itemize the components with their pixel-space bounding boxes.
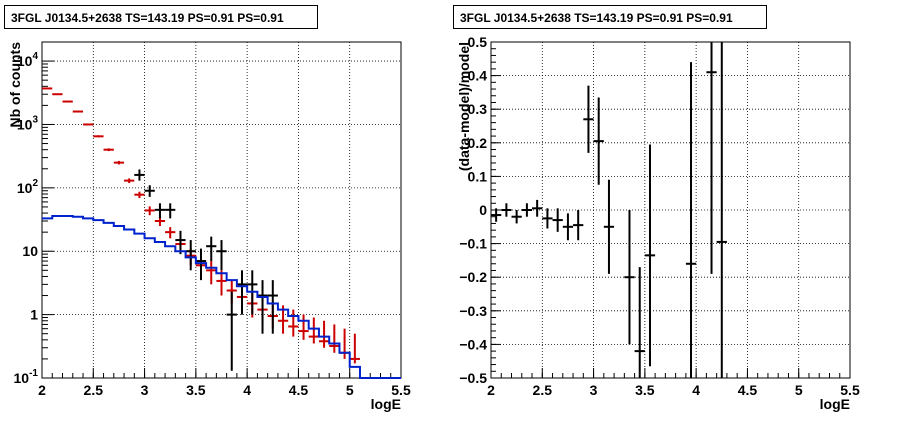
right-plot-title: 3FGL J0134.5+2638 TS=143.19 PS=0.91 PS=0…	[453, 5, 767, 29]
residual-point	[603, 179, 615, 274]
left-x-tick-label: 5.5	[391, 382, 411, 398]
right-y-tick-label: −0.1	[459, 236, 487, 252]
data-count-point	[195, 248, 207, 281]
model-count-point	[298, 314, 309, 340]
data-count-point	[134, 169, 145, 181]
left-x-tick-label: 2	[38, 382, 46, 398]
model-count-point	[165, 227, 176, 239]
right-x-tick-label: 5.5	[840, 382, 860, 398]
data-count-point	[144, 185, 155, 197]
residual-point	[552, 208, 563, 232]
right-y-tick-label: −0.4	[459, 336, 487, 352]
model-count-point	[134, 191, 145, 199]
model-count-point	[62, 100, 73, 103]
residual-point	[644, 144, 656, 367]
right-x-tick-label: 4	[692, 382, 700, 398]
residual-point	[634, 267, 645, 378]
data-count-point	[216, 240, 227, 271]
residual-point	[624, 210, 635, 345]
right-y-axis-label: (data-model)/model	[456, 42, 472, 171]
data-count-point	[206, 236, 217, 262]
left-x-tick-label: 4.5	[289, 382, 309, 398]
data-count-point	[154, 203, 166, 219]
data-count-point	[236, 270, 248, 315]
model-count-point	[288, 309, 299, 337]
model-count-point	[52, 93, 63, 96]
left-plot-frame	[41, 41, 402, 379]
left-y-axis-label: Nb of counts	[7, 42, 23, 128]
left-y-tick-label: 104	[17, 51, 39, 69]
right-x-tick-label: 4.5	[738, 382, 758, 398]
left-y-tick-label: 1	[30, 307, 38, 323]
right-y-tick-label: −0.5	[459, 370, 487, 386]
data-count-point	[165, 203, 176, 219]
left-x-tick-label: 5	[346, 382, 354, 398]
right-y-tick-label: −0.2	[459, 269, 487, 285]
right-y-tick-label: 0.4	[468, 68, 488, 84]
data-count-point	[257, 280, 268, 334]
right-y-tick-label: 0.3	[468, 101, 488, 117]
model-count-point	[349, 333, 360, 364]
residual-point	[685, 62, 697, 378]
model-count-point	[206, 261, 217, 285]
left-y-tick-label: 10-1	[14, 368, 39, 386]
residual-point	[716, 42, 727, 378]
residual-point	[706, 42, 717, 274]
model-count-point	[42, 87, 53, 90]
left-x-tick-label: 3	[141, 382, 149, 398]
data-count-point	[267, 280, 278, 334]
model-count-point	[124, 178, 135, 184]
right-x-tick-label: 2	[487, 382, 495, 398]
left-x-axis-label: logE	[371, 396, 401, 412]
right-x-tick-label: 3	[590, 382, 598, 398]
right-plot-frame	[490, 41, 851, 379]
left-x-tick-label: 4	[243, 382, 251, 398]
model-count-point	[72, 110, 84, 113]
residual-point	[521, 203, 533, 217]
right-y-tick-label: 0.2	[468, 135, 488, 151]
model-count-point	[318, 320, 330, 348]
residual-point	[491, 208, 502, 222]
residual-point	[511, 210, 522, 224]
residual-point	[532, 199, 543, 217]
left-x-tick-label: 3.5	[186, 382, 206, 398]
right-x-tick-label: 2.5	[533, 382, 553, 398]
model-count-point	[329, 324, 340, 353]
model-count-point	[308, 317, 319, 344]
right-x-tick-label: 5	[795, 382, 803, 398]
right-x-axis-label: logE	[820, 396, 850, 412]
right-x-tick-label: 3.5	[635, 382, 655, 398]
model-count-point	[144, 206, 155, 216]
residual-point	[573, 210, 584, 241]
model-count-point	[93, 135, 104, 138]
residual-point	[583, 85, 594, 153]
left-y-tick-label: 10	[22, 243, 38, 259]
model-count-point	[216, 270, 227, 296]
model-count-point	[113, 160, 125, 165]
right-y-tick-label: −0.3	[459, 303, 487, 319]
right-y-tick-label: 0	[479, 202, 487, 218]
model-count-point	[83, 123, 94, 126]
left-y-tick-label: 103	[17, 114, 39, 132]
residual-point	[501, 203, 512, 217]
left-y-tick-label: 102	[17, 178, 39, 196]
model-count-point	[103, 148, 114, 152]
residual-point	[542, 208, 553, 229]
residual-point	[562, 213, 574, 241]
right-y-tick-label: 0.5	[468, 34, 488, 50]
residual-point	[593, 97, 604, 185]
left-x-tick-label: 2.5	[84, 382, 104, 398]
data-count-point	[226, 291, 237, 371]
left-plot-title: 3FGL J0134.5+2638 TS=143.19 PS=0.91 PS=0…	[4, 5, 318, 29]
model-histogram-line	[42, 214, 401, 379]
right-y-tick-label: 0.1	[468, 168, 488, 184]
data-count-point	[185, 240, 196, 271]
